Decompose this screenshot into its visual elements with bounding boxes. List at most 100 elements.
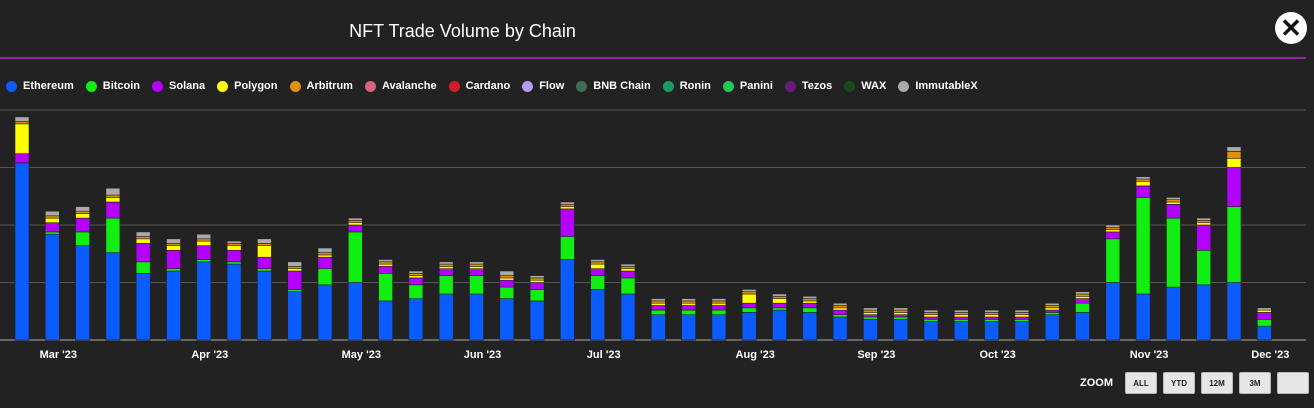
bar-immutablex-36[interactable]	[1105, 224, 1121, 228]
bar-immutablex-6[interactable]	[196, 233, 212, 240]
bar-arbitrum-26[interactable]	[802, 298, 818, 302]
bar-bitcoin-3[interactable]	[105, 217, 121, 253]
bar-bitcoin-18[interactable]	[560, 236, 575, 260]
bar-arbitrum-8[interactable]	[257, 243, 272, 246]
bar-polygon-37[interactable]	[1135, 181, 1151, 187]
bar-solana-36[interactable]	[1105, 231, 1121, 240]
bar-ethereum-41[interactable]	[1257, 325, 1272, 341]
bar-arbitrum-14[interactable]	[438, 263, 454, 267]
bar-ethereum-12[interactable]	[378, 300, 393, 341]
bar-bitcoin-39[interactable]	[1196, 250, 1211, 286]
bar-arbitrum-3[interactable]	[105, 194, 121, 198]
bar-bitcoin-34[interactable]	[1044, 312, 1060, 315]
legend-item-flow[interactable]: Flow	[522, 80, 564, 92]
bar-solana-32[interactable]	[984, 316, 999, 320]
bar-polygon-29[interactable]	[893, 312, 909, 315]
bar-arbitrum-32[interactable]	[984, 312, 999, 315]
bar-arbitrum-16[interactable]	[499, 275, 515, 279]
bar-arbitrum-36[interactable]	[1105, 227, 1121, 230]
bar-immutablex-23[interactable]	[711, 298, 727, 302]
bar-arbitrum-4[interactable]	[135, 236, 151, 240]
bar-solana-22[interactable]	[681, 305, 696, 311]
bar-bitcoin-36[interactable]	[1105, 238, 1121, 283]
bar-arbitrum-12[interactable]	[378, 261, 393, 265]
bar-bitcoin-29[interactable]	[893, 316, 909, 320]
bar-polygon-17[interactable]	[529, 279, 545, 283]
bar-ethereum-26[interactable]	[802, 312, 818, 341]
bar-bitcoin-38[interactable]	[1166, 217, 1181, 288]
bar-polygon-32[interactable]	[984, 314, 999, 318]
bar-arbitrum-29[interactable]	[893, 309, 909, 313]
bar-polygon-36[interactable]	[1105, 229, 1121, 233]
bar-immutablex-40[interactable]	[1226, 146, 1242, 152]
bar-arbitrum-15[interactable]	[469, 263, 484, 267]
bar-ethereum-11[interactable]	[347, 282, 363, 341]
bar-bitcoin-6[interactable]	[196, 259, 212, 263]
bar-bitcoin-37[interactable]	[1135, 197, 1151, 295]
bar-polygon-4[interactable]	[135, 238, 151, 244]
bar-arbitrum-0[interactable]	[14, 121, 30, 125]
bar-bitcoin-7[interactable]	[226, 261, 242, 265]
bar-polygon-27[interactable]	[832, 307, 848, 311]
bar-immutablex-27[interactable]	[832, 302, 848, 306]
bar-solana-26[interactable]	[802, 302, 818, 309]
bar-solana-15[interactable]	[469, 268, 484, 276]
bar-immutablex-24[interactable]	[741, 289, 757, 292]
bar-immutablex-28[interactable]	[863, 307, 878, 311]
bar-ethereum-16[interactable]	[499, 298, 515, 341]
bar-ethereum-2[interactable]	[75, 245, 90, 341]
bar-arbitrum-23[interactable]	[711, 300, 727, 304]
bar-polygon-5[interactable]	[166, 245, 181, 251]
bar-ethereum-32[interactable]	[984, 321, 999, 341]
bar-polygon-33[interactable]	[1014, 314, 1030, 318]
bar-bitcoin-16[interactable]	[499, 286, 515, 299]
bar-immutablex-11[interactable]	[347, 217, 363, 221]
bar-bitcoin-21[interactable]	[650, 309, 666, 316]
bar-solana-40[interactable]	[1226, 167, 1242, 207]
bar-solana-41[interactable]	[1257, 312, 1272, 320]
bar-immutablex-35[interactable]	[1075, 291, 1090, 295]
bar-polygon-19[interactable]	[590, 263, 606, 270]
bar-solana-9[interactable]	[287, 270, 303, 290]
bar-immutablex-3[interactable]	[105, 187, 121, 196]
bar-bitcoin-33[interactable]	[1014, 318, 1030, 322]
bar-ethereum-8[interactable]	[257, 270, 272, 341]
bar-solana-39[interactable]	[1196, 224, 1211, 251]
legend-item-solana[interactable]: Solana	[152, 80, 205, 92]
bar-ethereum-20[interactable]	[620, 293, 636, 341]
zoom-extra-button[interactable]	[1277, 372, 1309, 394]
bar-solana-5[interactable]	[166, 250, 181, 270]
bar-ethereum-31[interactable]	[953, 321, 969, 341]
bar-immutablex-10[interactable]	[317, 247, 333, 253]
bar-arbitrum-9[interactable]	[287, 266, 303, 269]
bar-arbitrum-38[interactable]	[1166, 199, 1181, 203]
bar-polygon-3[interactable]	[105, 197, 121, 203]
bar-bitcoin-41[interactable]	[1257, 318, 1272, 327]
bar-polygon-39[interactable]	[1196, 222, 1211, 226]
bar-solana-14[interactable]	[438, 268, 454, 276]
legend-item-polygon[interactable]: Polygon	[217, 80, 278, 92]
bar-bitcoin-28[interactable]	[863, 316, 878, 320]
bar-immutablex-39[interactable]	[1196, 217, 1211, 221]
bar-arbitrum-24[interactable]	[741, 291, 757, 295]
bar-polygon-25[interactable]	[772, 298, 787, 304]
bar-immutablex-31[interactable]	[953, 309, 969, 313]
bar-solana-18[interactable]	[560, 208, 575, 237]
bar-ethereum-35[interactable]	[1075, 312, 1090, 341]
bar-immutablex-16[interactable]	[499, 270, 515, 276]
bar-solana-19[interactable]	[590, 268, 606, 276]
bar-arbitrum-27[interactable]	[832, 305, 848, 309]
legend-item-avalanche[interactable]: Avalanche	[364, 80, 437, 92]
bar-bitcoin-22[interactable]	[681, 309, 696, 316]
bar-ethereum-6[interactable]	[196, 261, 212, 341]
bar-immutablex-33[interactable]	[1014, 309, 1030, 313]
bar-bitcoin-5[interactable]	[166, 268, 181, 272]
bar-solana-10[interactable]	[317, 256, 333, 270]
bar-immutablex-17[interactable]	[529, 275, 545, 279]
bar-ethereum-4[interactable]	[135, 272, 151, 341]
bar-immutablex-2[interactable]	[75, 206, 90, 212]
bar-bitcoin-24[interactable]	[741, 307, 757, 313]
legend-item-arbitrum[interactable]: Arbitrum	[289, 80, 353, 92]
bar-ethereum-10[interactable]	[317, 284, 333, 341]
legend-item-panini[interactable]: Panini	[722, 80, 773, 92]
